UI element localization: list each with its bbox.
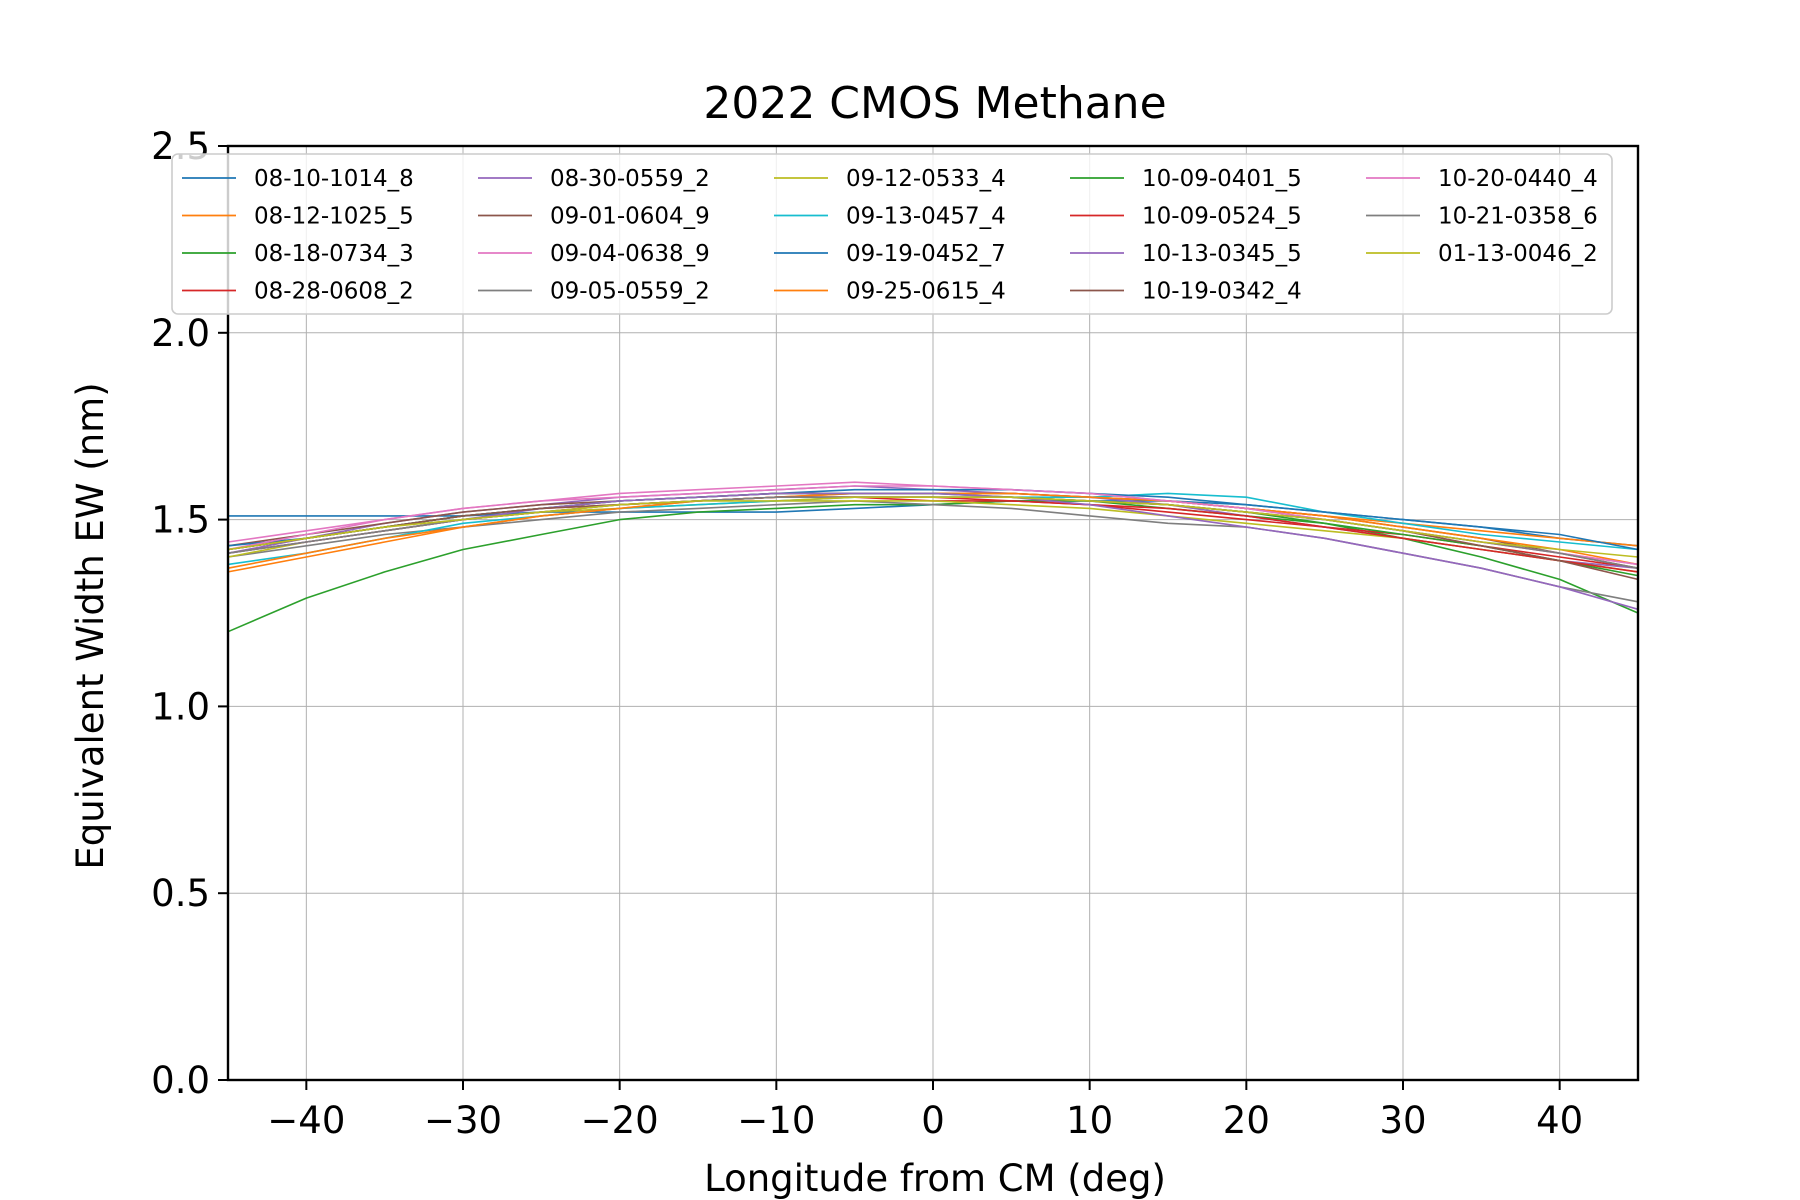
x-tick-label: 10 [1066,1099,1113,1142]
y-tick-label: 1.0 [151,685,210,728]
legend-label: 10-13-0345_5 [1142,241,1302,267]
y-tick-label: 1.5 [151,499,210,542]
legend-label: 10-20-0440_4 [1438,166,1598,192]
legend-label: 09-13-0457_4 [846,204,1006,230]
y-tick-label: 2.0 [151,312,210,355]
axis-ticks: −40 −30 −20 −10 0 10 20 30 400.00.51.01.52.02.5 [151,125,1583,1142]
x-tick-label: −30 [424,1099,502,1142]
legend: 08-10-1014_8 08-12-1025_5 08-18-0734_3 08-2… [171,153,1613,315]
legend-label: 08-28-0608_2 [254,279,414,305]
x-tick-label: 20 [1223,1099,1270,1142]
x-tick-label: 40 [1536,1099,1583,1142]
x-tick-label: 0 [921,1099,945,1142]
legend-label: 09-04-0638_9 [550,241,710,267]
legend-label: 10-09-0401_5 [1142,166,1302,192]
legend-label: 09-19-0452_7 [846,241,1006,267]
x-tick-label: −20 [581,1099,659,1142]
legend-label: 01-13-0046_2 [1438,241,1598,267]
legend-box [171,153,1613,315]
legend-label: 08-12-1025_5 [254,204,414,230]
legend-label: 09-01-0604_9 [550,204,710,230]
series-lines [227,481,1639,633]
legend-label: 09-12-0533_4 [846,166,1006,192]
x-tick-label: −40 [267,1099,345,1142]
x-axis-label: Longitude from CM (deg) [704,1157,1166,1200]
chart-title: 2022 CMOS Methane [703,78,1166,129]
x-tick-label: 30 [1379,1099,1426,1142]
legend-label: 09-25-0615_4 [846,279,1006,305]
y-axis-label: Equivalent Width EW (nm) [69,382,112,869]
legend-label: 10-21-0358_6 [1438,204,1598,230]
legend-label: 08-10-1014_8 [254,166,414,192]
series-line-01-13-0046_2 [227,496,1639,558]
legend-label: 08-30-0559_2 [550,166,710,192]
legend-label: 10-19-0342_4 [1142,279,1302,305]
y-tick-label: 0.0 [151,1059,210,1102]
legend-label: 08-18-0734_3 [254,241,414,267]
legend-label: 10-09-0524_5 [1142,204,1302,230]
x-tick-label: −10 [737,1099,815,1142]
legend-label: 09-05-0559_2 [550,279,710,305]
y-tick-label: 0.5 [151,872,210,915]
